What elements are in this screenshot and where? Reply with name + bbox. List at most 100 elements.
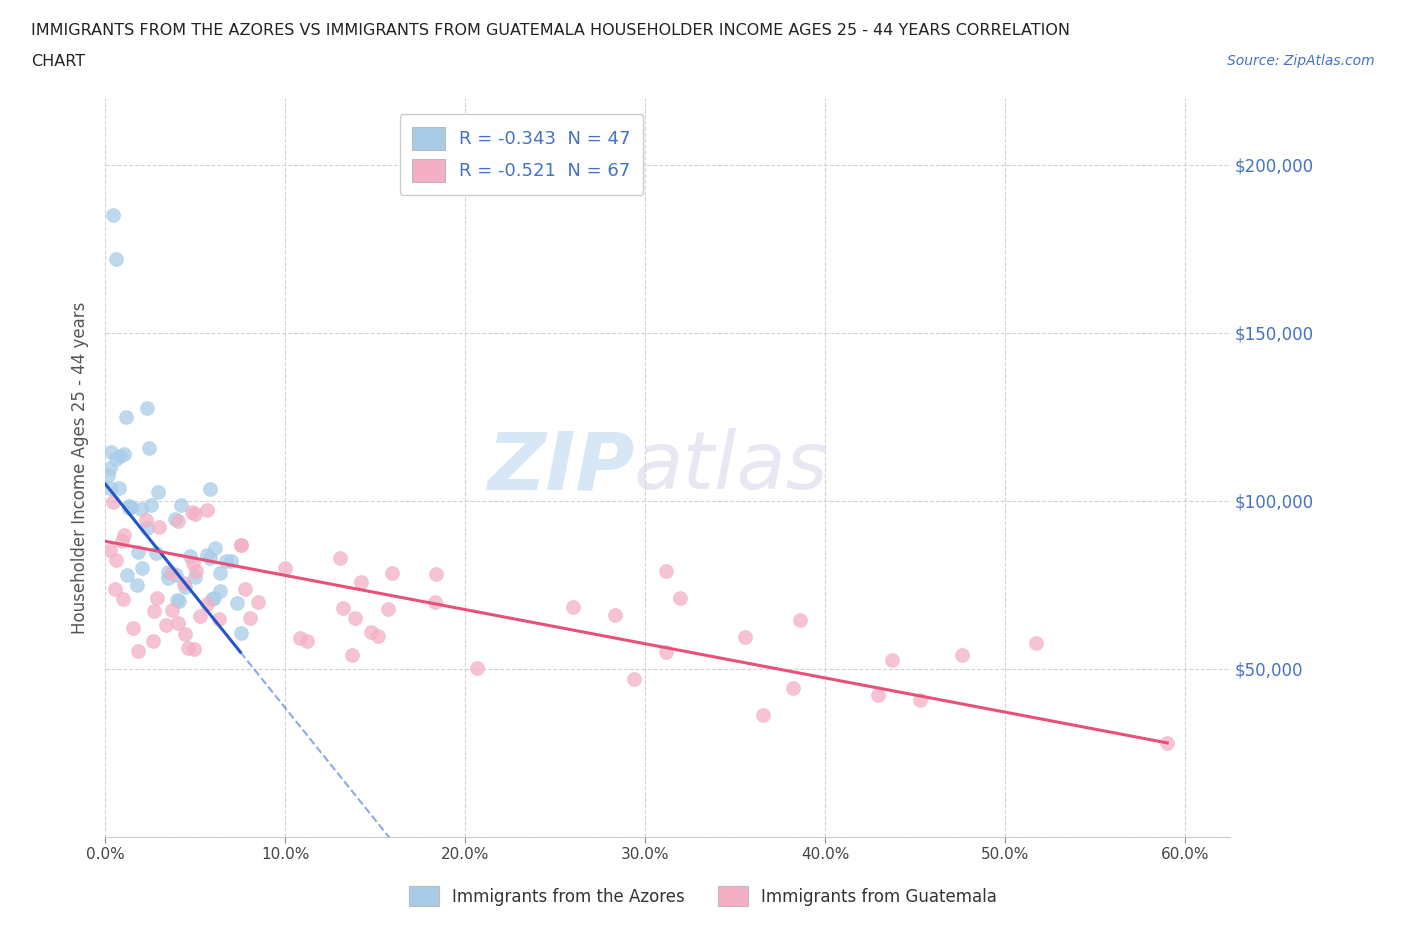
Point [129, 501, 152, 516]
Point [465, 661, 488, 676]
Point [183, 641, 205, 656]
Point [98, 460, 121, 475]
Point [200, 551, 222, 566]
Point [350, 574, 373, 589]
Point [603, 607, 626, 622]
Point [295, 634, 318, 649]
Point [157, 565, 180, 579]
Point [170, 497, 193, 512]
Point [219, 553, 242, 568]
Point [146, 591, 169, 605]
Point [655, 644, 678, 659]
Point [623, 671, 645, 686]
Text: ZIP: ZIP [486, 429, 634, 506]
Point [908, 693, 931, 708]
Point [98, 481, 121, 496]
Point [142, 634, 165, 649]
Point [246, 594, 269, 609]
Point [880, 652, 903, 667]
Point [752, 708, 775, 723]
Point [146, 485, 169, 499]
Point [239, 611, 262, 626]
Point [160, 603, 183, 618]
Point [98, 543, 121, 558]
Point [115, 567, 138, 582]
Point [108, 481, 131, 496]
Point [204, 591, 226, 605]
Point [118, 498, 141, 513]
Point [115, 410, 138, 425]
Point [100, 445, 122, 459]
Point [190, 608, 212, 623]
Point [166, 513, 188, 528]
Point [380, 566, 402, 581]
Point [142, 604, 165, 618]
Point [789, 612, 811, 627]
Point [184, 507, 207, 522]
Legend: Immigrants from the Azores, Immigrants from Guatemala: Immigrants from the Azores, Immigrants f… [402, 880, 1004, 912]
Point [201, 592, 224, 607]
Point [108, 449, 131, 464]
Point [138, 441, 160, 456]
Legend: R = -0.343  N = 47, R = -0.521  N = 67: R = -0.343 N = 47, R = -0.521 N = 67 [399, 114, 644, 194]
Point [104, 581, 127, 596]
Point [198, 482, 221, 497]
Point [562, 599, 585, 614]
Point [97, 468, 120, 483]
Point [145, 546, 167, 561]
Point [135, 512, 157, 527]
Point [139, 498, 162, 512]
Point [1156, 736, 1178, 751]
Point [208, 612, 231, 627]
Point [167, 593, 190, 608]
Point [165, 567, 187, 582]
Point [156, 571, 179, 586]
Point [1025, 635, 1047, 650]
Text: atlas: atlas [634, 429, 830, 506]
Point [342, 647, 364, 662]
Point [229, 625, 252, 640]
Point [111, 591, 134, 606]
Point [135, 401, 157, 416]
Text: CHART: CHART [31, 54, 84, 69]
Point [105, 552, 128, 567]
Point [195, 548, 218, 563]
Point [668, 591, 690, 605]
Point [274, 561, 297, 576]
Point [136, 521, 159, 536]
Point [950, 648, 973, 663]
Point [162, 566, 184, 581]
Point [332, 601, 354, 616]
Point [127, 644, 149, 658]
Text: Source: ZipAtlas.com: Source: ZipAtlas.com [1227, 54, 1375, 68]
Point [208, 583, 231, 598]
Point [377, 601, 399, 616]
Point [184, 564, 207, 578]
Point [148, 519, 170, 534]
Point [782, 681, 804, 696]
Point [215, 553, 238, 568]
Point [209, 565, 232, 580]
Point [128, 544, 150, 559]
Point [360, 624, 382, 639]
Point [229, 538, 252, 553]
Point [101, 207, 124, 222]
Point [195, 502, 218, 517]
Point [425, 567, 447, 582]
Point [367, 629, 389, 644]
Point [105, 251, 128, 266]
Point [235, 581, 257, 596]
Point [181, 555, 204, 570]
Point [226, 596, 249, 611]
Point [166, 592, 188, 607]
Point [105, 451, 128, 466]
Text: IMMIGRANTS FROM THE AZORES VS IMMIGRANTS FROM GUATEMALA HOUSEHOLDER INCOME AGES : IMMIGRANTS FROM THE AZORES VS IMMIGRANTS… [31, 23, 1070, 38]
Point [329, 551, 352, 565]
Point [181, 505, 204, 520]
Point [112, 446, 135, 461]
Y-axis label: Householder Income Ages 25 - 44 years: Householder Income Ages 25 - 44 years [72, 301, 90, 633]
Point [229, 538, 252, 552]
Point [868, 687, 890, 702]
Point [125, 578, 148, 592]
Point [155, 618, 177, 632]
